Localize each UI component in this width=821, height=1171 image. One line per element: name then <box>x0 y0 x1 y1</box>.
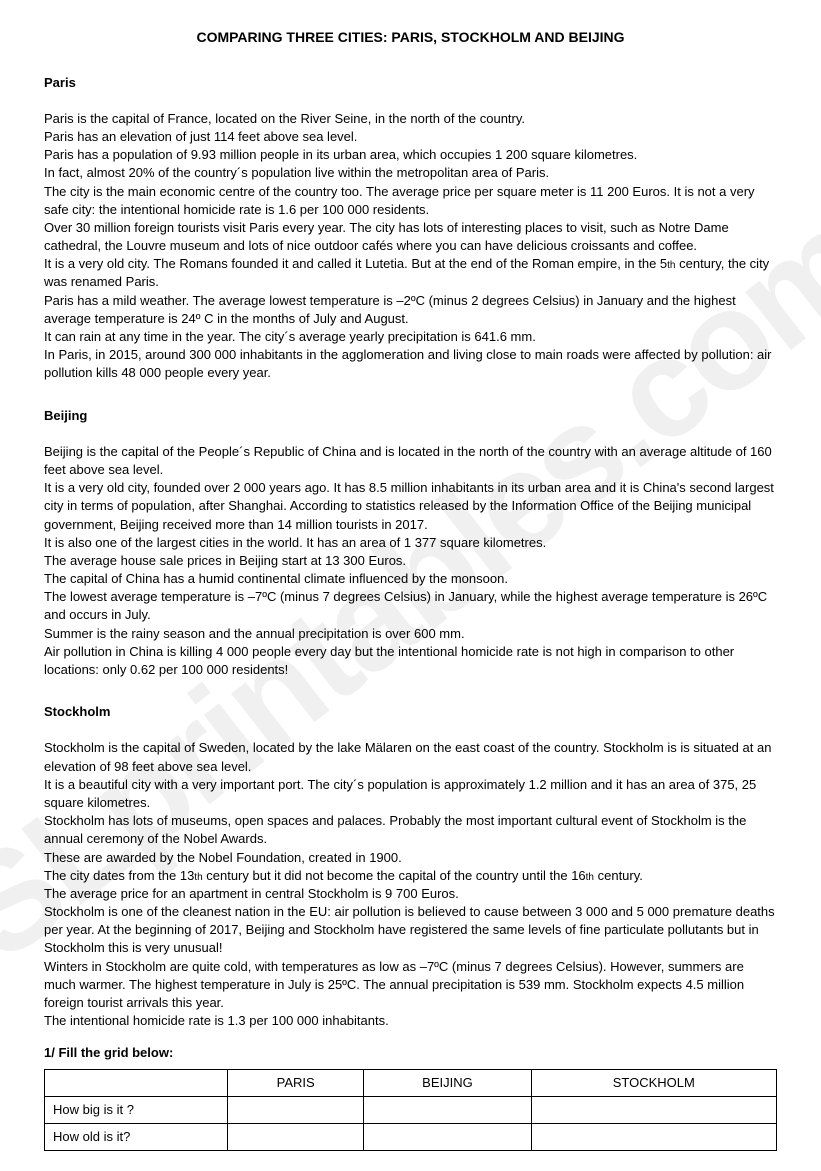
body-text: Stockholm is the capital of Sweden, loca… <box>44 739 777 775</box>
body-text: It is also one of the largest cities in … <box>44 534 777 552</box>
body-text: Beijing is the capital of the People´s R… <box>44 443 777 479</box>
body-text: Winters in Stockholm are quite cold, wit… <box>44 958 777 1013</box>
body-text: In fact, almost 20% of the country´s pop… <box>44 164 777 182</box>
answer-cell[interactable] <box>531 1096 776 1123</box>
row-header: How big is it ? <box>45 1096 228 1123</box>
body-text: Air pollution in China is killing 4 000 … <box>44 643 777 679</box>
body-text: Stockholm is one of the cleanest nation … <box>44 903 777 958</box>
column-header: BEIJING <box>364 1069 531 1096</box>
body-text: Paris has an elevation of just 114 feet … <box>44 128 777 146</box>
answer-cell[interactable] <box>364 1123 531 1150</box>
answer-grid: PARIS BEIJING STOCKHOLM How big is it ? … <box>44 1069 777 1152</box>
table-corner <box>45 1069 228 1096</box>
body-text: The city dates from the 13th century but… <box>44 867 777 885</box>
text-fragment: century but it did not become the capita… <box>203 868 586 883</box>
body-text: The city is the main economic centre of … <box>44 183 777 219</box>
body-text: In Paris, in 2015, around 300 000 inhabi… <box>44 346 777 382</box>
text-fragment: century. <box>594 868 643 883</box>
section-beijing: Beijing Beijing is the capital of the Pe… <box>44 407 777 680</box>
answer-cell[interactable] <box>228 1123 364 1150</box>
task-label: 1/ Fill the grid below: <box>44 1044 777 1062</box>
answer-cell[interactable] <box>364 1096 531 1123</box>
ordinal-suffix: th <box>194 872 202 883</box>
heading-paris: Paris <box>44 74 777 92</box>
answer-cell[interactable] <box>228 1096 364 1123</box>
body-text: The lowest average temperature is –7ºC (… <box>44 588 777 624</box>
body-text: It is a very old city. The Romans founde… <box>44 255 777 291</box>
body-text: The intentional homicide rate is 1.3 per… <box>44 1012 777 1030</box>
text-fragment: The city dates from the 13 <box>44 868 194 883</box>
body-text: The average price for an apartment in ce… <box>44 885 777 903</box>
column-header: PARIS <box>228 1069 364 1096</box>
ordinal-suffix: th <box>667 260 675 271</box>
text-fragment: It is a very old city. The Romans founde… <box>44 256 667 271</box>
body-text: Summer is the rainy season and the annua… <box>44 625 777 643</box>
body-text: Stockholm has lots of museums, open spac… <box>44 812 777 848</box>
body-text: It can rain at any time in the year. The… <box>44 328 777 346</box>
ordinal-suffix: th <box>586 872 594 883</box>
answer-cell[interactable] <box>531 1123 776 1150</box>
body-text: It is a beautiful city with a very impor… <box>44 776 777 812</box>
column-header: STOCKHOLM <box>531 1069 776 1096</box>
heading-stockholm: Stockholm <box>44 703 777 721</box>
body-text: The average house sale prices in Beijing… <box>44 552 777 570</box>
row-header: How old is it? <box>45 1123 228 1150</box>
body-text: Over 30 million foreign tourists visit P… <box>44 219 777 255</box>
section-paris: Paris Paris is the capital of France, lo… <box>44 74 777 383</box>
table-row: How big is it ? <box>45 1096 777 1123</box>
body-text: These are awarded by the Nobel Foundatio… <box>44 849 777 867</box>
body-text: Paris has a population of 9.93 million p… <box>44 146 777 164</box>
body-text: It is a very old city, founded over 2 00… <box>44 479 777 534</box>
table-row: How old is it? <box>45 1123 777 1150</box>
body-text: Paris has a mild weather. The average lo… <box>44 292 777 328</box>
page-title: COMPARING THREE CITIES: PARIS, STOCKHOLM… <box>44 28 777 48</box>
section-stockholm: Stockholm Stockholm is the capital of Sw… <box>44 703 777 1030</box>
document-content: COMPARING THREE CITIES: PARIS, STOCKHOLM… <box>44 28 777 1151</box>
heading-beijing: Beijing <box>44 407 777 425</box>
body-text: Paris is the capital of France, located … <box>44 110 777 128</box>
body-text: The capital of China has a humid contine… <box>44 570 777 588</box>
